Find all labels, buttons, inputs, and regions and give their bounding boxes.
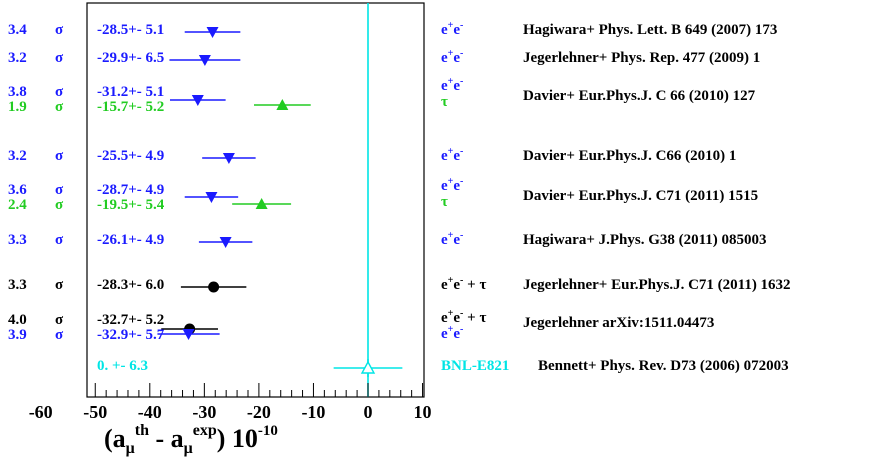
experiment-label: e+e- + τ bbox=[441, 275, 487, 294]
marker-triangle-down bbox=[205, 192, 218, 203]
marker-triangle-up bbox=[255, 198, 268, 209]
value-label: -32.7+- 5.2 bbox=[97, 312, 165, 328]
value-label: -26.1+- 4.9 bbox=[97, 232, 165, 248]
reference-label: Jegerlehner arXiv:1511.04473 bbox=[523, 315, 715, 331]
experiment-label: e+e- bbox=[441, 230, 464, 249]
value-label: -29.9+- 6.5 bbox=[97, 50, 165, 66]
marker-triangle-down bbox=[182, 329, 195, 340]
plot-frame bbox=[86, 2, 425, 398]
sigma-symbol: σ bbox=[55, 182, 64, 198]
reference-label: Bennett+ Phys. Rev. D73 (2006) 072003 bbox=[538, 358, 789, 374]
x-axis-title: (aμth - aμexp) 10-10 bbox=[104, 422, 278, 457]
sigma-value: 3.3 bbox=[8, 232, 27, 248]
value-label: -19.5+- 5.4 bbox=[97, 197, 165, 213]
experiment-label: e+e-τ bbox=[441, 176, 464, 211]
sigma-value: 4.0 bbox=[8, 312, 27, 328]
reference-label: Jegerlehner+ Phys. Rep. 477 (2009) 1 bbox=[523, 50, 761, 66]
value-label: -28.5+- 5.1 bbox=[97, 22, 165, 38]
reference-label: Jegerlehner+ Eur.Phys.J. C71 (2011) 1632 bbox=[523, 277, 791, 293]
value-label: -28.3+- 6.0 bbox=[97, 277, 165, 293]
sigma-value: 3.4 bbox=[8, 22, 27, 38]
value-label: -31.2+- 5.1 bbox=[97, 84, 165, 100]
sigma-value: 3.3 bbox=[8, 277, 27, 293]
x-tick-label: -50 bbox=[83, 402, 107, 422]
x-tick-label: -40 bbox=[138, 402, 162, 422]
sigma-value: 2.4 bbox=[8, 197, 27, 213]
reference-label: Davier+ Eur.Phys.J. C 66 (2010) 127 bbox=[523, 88, 756, 104]
sigma-symbol: σ bbox=[55, 50, 64, 66]
sigma-symbol: σ bbox=[55, 197, 64, 213]
sigma-symbol: σ bbox=[55, 99, 64, 115]
sigma-symbol: σ bbox=[55, 148, 64, 164]
marker-triangle-open bbox=[360, 360, 376, 374]
x-tick-label: -30 bbox=[192, 402, 216, 422]
experiment-label: BNL-E821 bbox=[441, 358, 510, 374]
experiment-label: e+e- bbox=[441, 20, 464, 39]
marker-triangle-down bbox=[219, 237, 232, 248]
reference-label: Davier+ Eur.Phys.J. C71 (2011) 1515 bbox=[523, 188, 759, 204]
sigma-value: 3.8 bbox=[8, 84, 27, 100]
value-label: -25.5+- 4.9 bbox=[97, 148, 165, 164]
value-label: -28.7+- 4.9 bbox=[97, 182, 165, 198]
marker-triangle-down bbox=[206, 27, 219, 38]
experiment-label: e+e- bbox=[441, 146, 464, 165]
value-label: 0. +- 6.3 bbox=[97, 358, 149, 374]
reference-label: Hagiwara+ J.Phys. G38 (2011) 085003 bbox=[523, 232, 767, 248]
marker-triangle-down bbox=[191, 95, 204, 106]
x-tick-label: -20 bbox=[247, 402, 271, 422]
sigma-value: 1.9 bbox=[8, 99, 27, 115]
sigma-value: 3.9 bbox=[8, 327, 27, 343]
sigma-value: 3.2 bbox=[8, 148, 27, 164]
x-tick-label: -10 bbox=[301, 402, 325, 422]
value-label: -15.7+- 5.2 bbox=[97, 99, 165, 115]
sigma-symbol: σ bbox=[55, 312, 64, 328]
sigma-symbol: σ bbox=[55, 327, 64, 343]
sigma-value: 3.6 bbox=[8, 182, 27, 198]
experiment-label: e+e- bbox=[441, 48, 464, 67]
sigma-symbol: σ bbox=[55, 22, 64, 38]
value-label: -32.9+- 5.7 bbox=[97, 327, 165, 343]
marker-circle bbox=[208, 281, 220, 293]
sigma-symbol: σ bbox=[55, 277, 64, 293]
marker-triangle-up bbox=[276, 99, 289, 110]
reference-label: Davier+ Eur.Phys.J. C66 (2010) 1 bbox=[523, 148, 737, 164]
x-tick-label: 10 bbox=[414, 402, 432, 422]
sigma-value: 3.2 bbox=[8, 50, 27, 66]
reference-label: Hagiwara+ Phys. Lett. B 649 (2007) 173 bbox=[523, 22, 778, 38]
sigma-symbol: σ bbox=[55, 232, 64, 248]
x-tick-label: 0 bbox=[364, 402, 373, 422]
experiment-label: e+e- + τ e+e- bbox=[441, 308, 487, 343]
sigma-symbol: σ bbox=[55, 84, 64, 100]
x-tick-label: -60 bbox=[29, 402, 53, 422]
experiment-label: e+e-τ bbox=[441, 76, 464, 111]
marker-triangle-down bbox=[222, 153, 235, 164]
marker-triangle-down bbox=[198, 55, 211, 66]
